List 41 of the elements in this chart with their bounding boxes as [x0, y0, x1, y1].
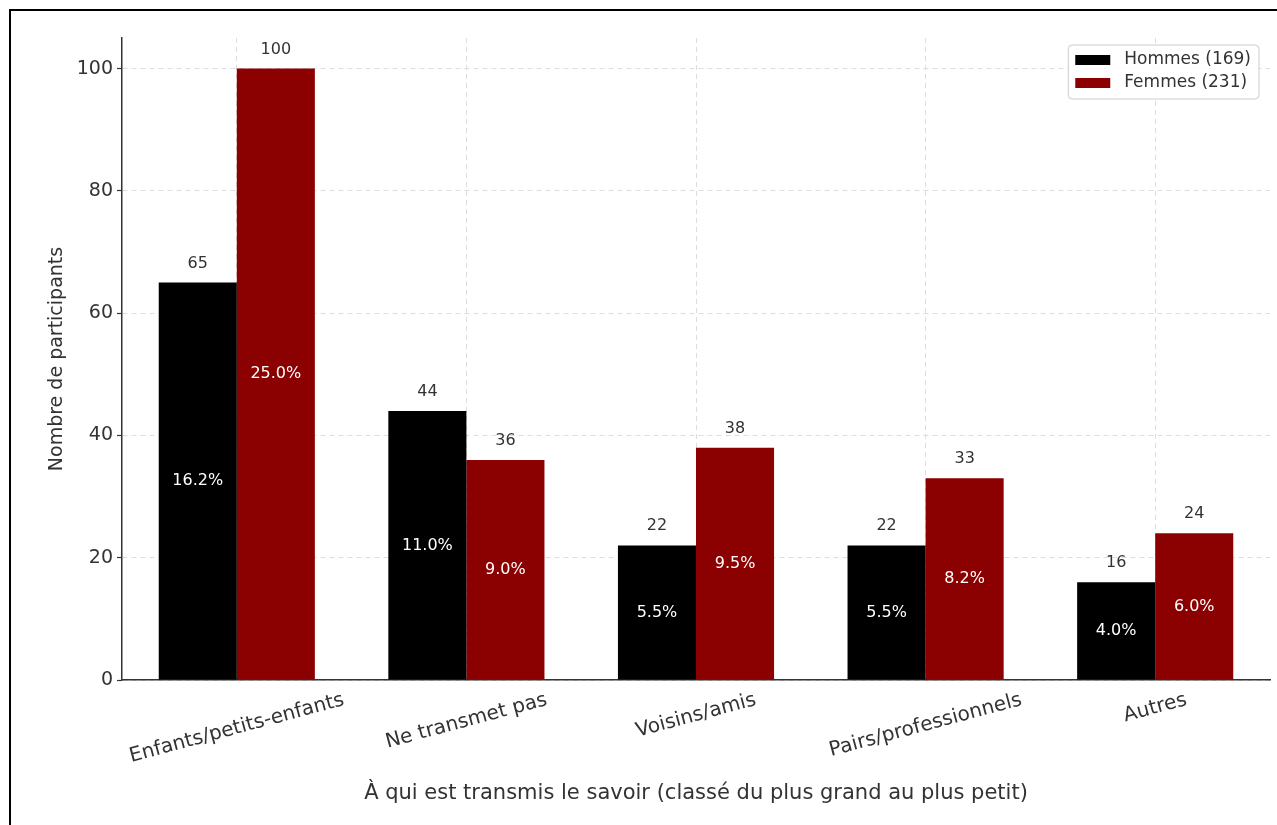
data-label: 38: [724, 417, 746, 437]
data-label: 100: [260, 38, 292, 58]
bar: [1077, 582, 1156, 680]
bar: [158, 282, 237, 680]
bar: [925, 478, 1004, 680]
bar: [847, 545, 926, 680]
data-label: 65: [187, 252, 208, 272]
y-tick-label: 20: [88, 544, 113, 567]
y-tick-label: 80: [88, 177, 113, 200]
data-label: 36: [495, 429, 516, 449]
data-label: 33: [954, 448, 975, 468]
y-tick-label: 0: [100, 666, 113, 689]
annotation: 4.0%: [1095, 620, 1137, 640]
annotation: 5.5%: [636, 601, 678, 621]
legend-label: Femmes (231): [1124, 71, 1248, 92]
data-label: 16: [1105, 552, 1127, 572]
annotation: 6.0%: [1173, 595, 1215, 615]
x-tick-label: Autres: [1120, 686, 1190, 727]
annotation: 9.0%: [485, 559, 526, 579]
y-axis-title: Nombre de participants: [44, 246, 67, 472]
bar: [236, 68, 315, 680]
x-axis-title: À qui est transmis le savoir (classé du plus grand au plus petit): [364, 778, 1028, 804]
y-tick-label: 40: [88, 422, 113, 445]
bar: [1155, 533, 1234, 680]
annotation: 25.0%: [250, 363, 302, 383]
legend-label: Hommes (169): [1124, 48, 1252, 69]
y-tick-label: 60: [88, 300, 113, 323]
data-label: 24: [1184, 503, 1205, 523]
data-label: 44: [417, 380, 438, 400]
data-label: 22: [646, 515, 668, 535]
annotation: 9.5%: [714, 552, 756, 572]
bar: [466, 459, 545, 680]
data-label: 22: [876, 515, 897, 535]
annotation: 11.0%: [401, 534, 453, 554]
bar: [696, 447, 775, 680]
bar: [617, 545, 696, 680]
annotation: 16.2%: [172, 470, 224, 490]
annotation: 5.5%: [866, 601, 907, 621]
bar: [388, 410, 467, 680]
y-tick-label: 100: [76, 55, 113, 78]
annotation: 8.2%: [944, 568, 985, 588]
